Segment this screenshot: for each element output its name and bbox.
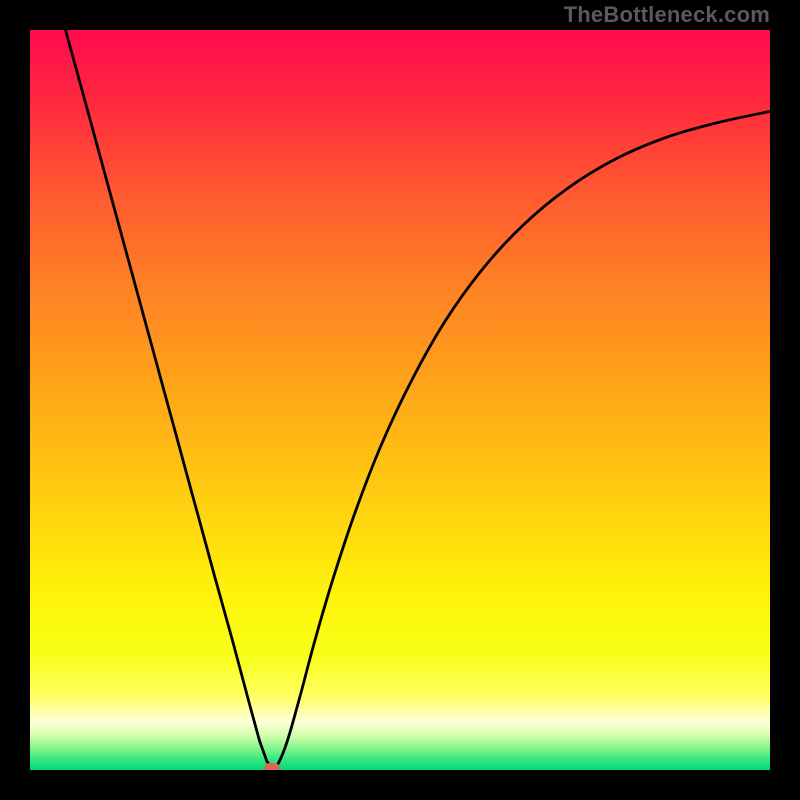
chart-frame: TheBottleneck.com [0, 0, 800, 800]
plot-svg [30, 30, 770, 770]
watermark-text: TheBottleneck.com [564, 2, 770, 28]
plot-area [30, 30, 770, 770]
minimum-marker [264, 763, 280, 770]
